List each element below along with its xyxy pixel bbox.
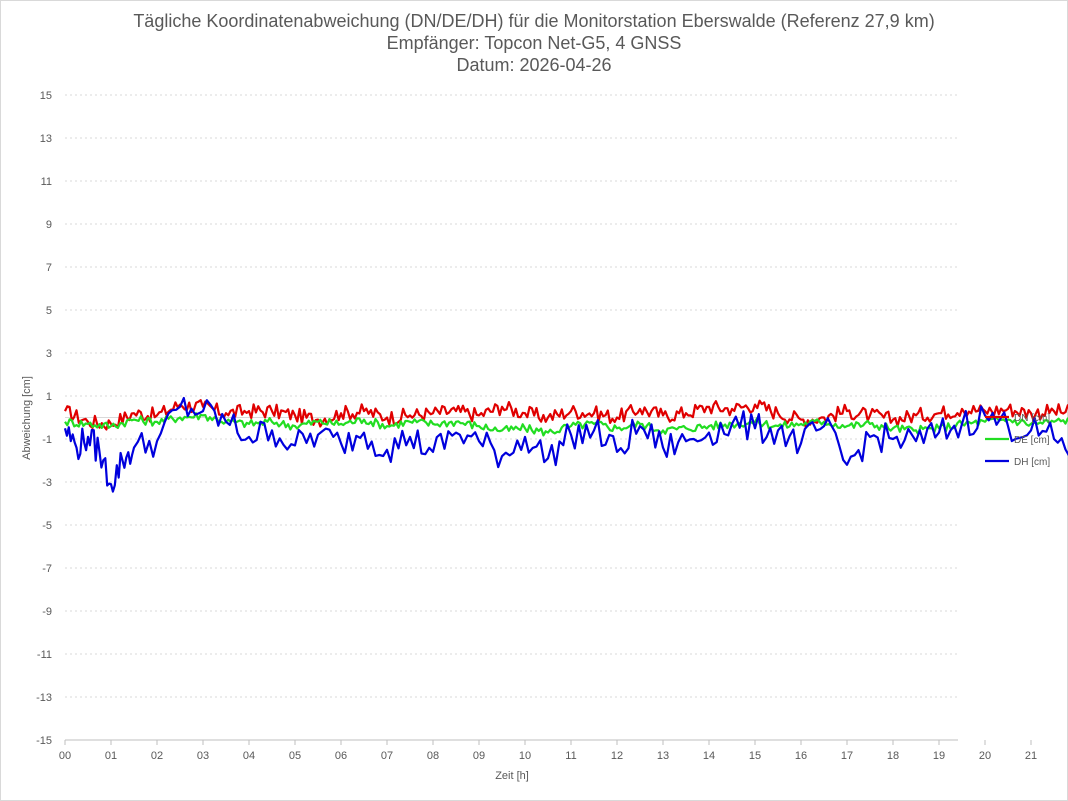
y-tick-label: 9 [46, 219, 52, 231]
x-tick-label: 00 [59, 750, 71, 762]
x-tick-label: 21 [1025, 750, 1037, 762]
y-tick-label: 11 [41, 176, 52, 188]
x-tick-label: 16 [795, 750, 807, 762]
chart-titles: Tägliche Koordinatenabweichung (DN/DE/DH… [0, 10, 1068, 76]
y-tick-label: -7 [42, 563, 52, 575]
legend-label: DE [cm] [1014, 435, 1050, 446]
x-tick-label: 10 [519, 750, 531, 762]
x-tick-label: 09 [473, 750, 485, 762]
axis-layer: 15 13 11 9 7 5 3 1 -1 -3 -5 -7 -9 -11 -13 -15 00 01 02 03 04… [36, 90, 1037, 762]
legend-label: DN [cm] [1014, 413, 1050, 424]
x-tick-label: 06 [335, 750, 347, 762]
legend: DN [cm] DE [cm] DH [cm] [985, 413, 1050, 468]
chart-date: Datum: 2026-04-26 [456, 55, 612, 75]
legend-label: DH [cm] [1014, 457, 1050, 468]
y-tick-label: 1 [46, 391, 52, 403]
y-tick-label: 13 [40, 133, 52, 145]
y-tick-label: -11 [37, 649, 52, 661]
x-axis-label: Zeit [h] [495, 770, 529, 782]
x-tick-label: 08 [427, 750, 439, 762]
y-tick-label: 7 [46, 262, 52, 274]
chart-subtitle: Empfänger: Topcon Net-G5, 4 GNSS [386, 33, 682, 53]
y-tick-label: -15 [36, 735, 52, 747]
y-tick-label: 3 [46, 348, 52, 360]
y-tick-label: 15 [40, 90, 52, 102]
x-tick-label: 04 [243, 750, 255, 762]
x-tick-label: 14 [703, 750, 715, 762]
x-tick-label: 02 [151, 750, 163, 762]
x-tick-label: 19 [933, 750, 945, 762]
x-tick-label: 20 [979, 750, 991, 762]
y-tick-label: 5 [46, 305, 52, 317]
x-tick-label: 12 [611, 750, 623, 762]
y-tick-label: -1 [42, 434, 52, 446]
grid-layer [65, 94, 958, 741]
series-line-de [64, 412, 1068, 437]
y-tick-label: -13 [36, 692, 52, 704]
y-tick-label: -9 [42, 606, 52, 618]
x-tick-label: 17 [841, 750, 853, 762]
x-tick-label: 11 [565, 750, 576, 762]
x-tick-label: 07 [381, 750, 393, 762]
x-tick-label: 15 [749, 750, 761, 762]
x-tick-label: 05 [289, 750, 301, 762]
series-layer [63, 396, 1068, 493]
y-tick-label: -5 [42, 520, 52, 532]
y-tick-label: -3 [42, 477, 52, 489]
x-tick-label: 01 [105, 750, 117, 762]
chart-title: Tägliche Koordinatenabweichung (DN/DE/DH… [133, 11, 935, 31]
series-line-dh [63, 396, 1068, 493]
x-tick-label: 13 [657, 750, 669, 762]
x-tick-label: 18 [887, 750, 899, 762]
x-tick-label: 03 [197, 750, 209, 762]
y-axis-label: Abweichung [cm] [21, 376, 33, 460]
